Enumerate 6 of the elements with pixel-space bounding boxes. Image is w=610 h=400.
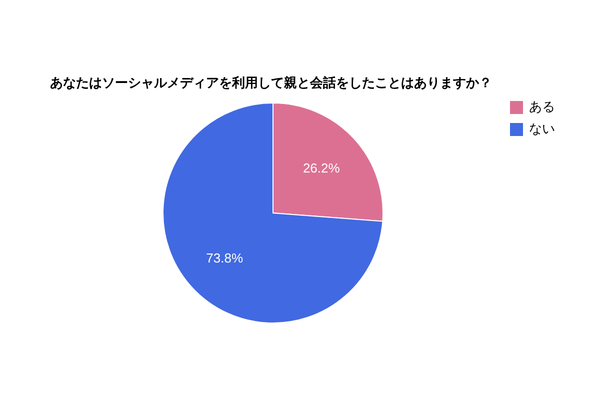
legend-label: ある (529, 98, 555, 116)
chart-title: あなたはソーシャルメディアを利用して親と会話をしたことはありますか？ (50, 74, 492, 92)
pie-slice (162, 102, 384, 324)
data-label: 26.2% (302, 160, 340, 176)
data-label: 73.8% (206, 250, 244, 266)
legend-label: ない (529, 120, 555, 138)
